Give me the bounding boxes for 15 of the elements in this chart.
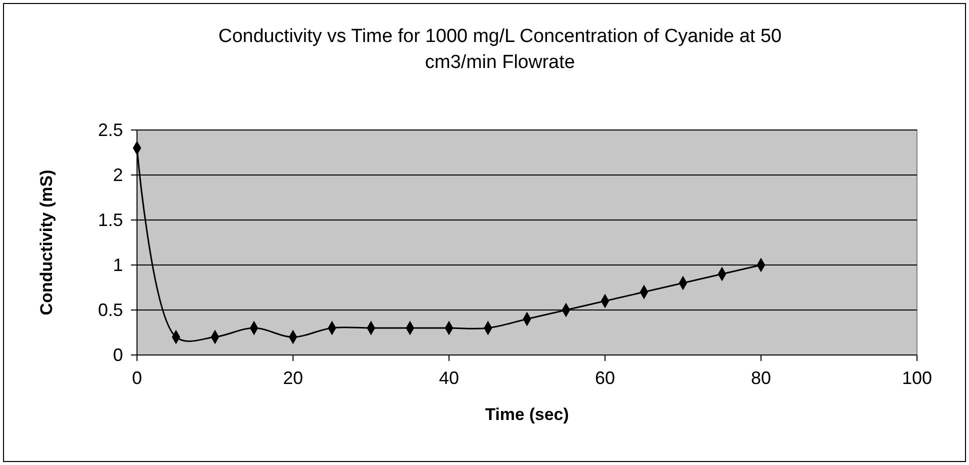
y-tick-label: 1 (112, 254, 123, 275)
x-tick-label: 20 (282, 368, 304, 388)
x-tick-label: 0 (132, 368, 142, 388)
y-tick-label: 2.5 (98, 120, 123, 140)
y-tick-label: 1.5 (98, 210, 123, 230)
y-axis-title: Conductivity (mS) (37, 170, 56, 316)
x-tick-label: 100 (902, 368, 932, 388)
x-axis-title: Time (sec) (485, 405, 569, 424)
y-tick-label: 2 (112, 164, 123, 185)
x-tick-label: 60 (594, 368, 616, 388)
x-tick-label: 80 (750, 368, 772, 388)
y-tick-label: 0 (112, 344, 123, 365)
chart-title: Conductivity vs Time for 1000 mg/L Concentration of Cyanide at 50 cm3/min Flowrate (218, 26, 782, 73)
y-tick-label: 0.5 (98, 300, 123, 320)
x-tick-label: 40 (438, 368, 460, 388)
